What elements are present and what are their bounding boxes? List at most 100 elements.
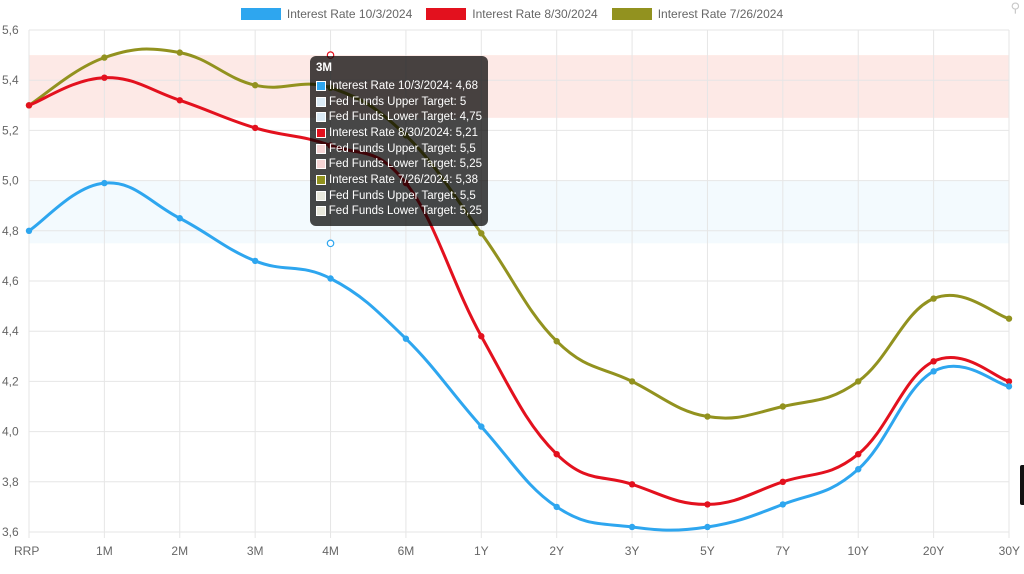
data-point (779, 478, 787, 485)
legend-item[interactable]: Interest Rate 8/30/2024 (426, 4, 598, 24)
data-point (1005, 383, 1013, 390)
tooltip-title: 3M (316, 62, 332, 74)
tooltip-row: Fed Funds Lower Target: 5,25 (316, 204, 482, 220)
y-tick-label: 5,0 (2, 174, 19, 188)
tooltip-text: Interest Rate 7/26/2024: 5,38 (329, 173, 478, 186)
tooltip-swatch (316, 80, 326, 91)
tooltip-text: Fed Funds Upper Target: 5,5 (329, 142, 476, 155)
hover-tooltip: 3M Interest Rate 10/3/2024: 4,68 Fed Fund… (310, 56, 488, 226)
data-point (704, 501, 711, 508)
y-tick-label: 5,4 (2, 73, 19, 87)
data-point (478, 423, 485, 430)
x-tick-label: 6M (398, 544, 415, 558)
data-point (176, 97, 183, 104)
data-point (855, 378, 862, 385)
y-tick-label: 4,8 (2, 224, 19, 238)
tooltip-text: Fed Funds Upper Target: 5,5 (329, 189, 476, 202)
data-point (101, 179, 108, 187)
y-tick-label: 4,2 (2, 374, 19, 388)
y-tick-label: 4,4 (2, 324, 19, 338)
data-point (176, 49, 183, 56)
x-tick-label: 3Y (625, 544, 640, 558)
tooltip-text: Interest Rate 8/30/2024: 5,21 (329, 126, 478, 139)
data-point (704, 413, 711, 420)
tooltip-row: Fed Funds Upper Target: 5,5 (316, 141, 482, 157)
data-point (251, 82, 259, 89)
tooltip-text: Fed Funds Lower Target: 4,75 (328, 111, 482, 124)
legend-label: Interest Rate 7/26/2024 (657, 7, 784, 21)
tooltip-swatch (316, 159, 326, 170)
tooltip-text: Interest Rate 10/3/2024: 4,68 (329, 79, 478, 92)
tooltip-row: Fed Funds Lower Target: 5,25 (316, 156, 482, 172)
x-tick-label: 3M (247, 544, 264, 558)
data-point (251, 257, 259, 265)
tooltip-row: Interest Rate 8/30/2024: 5,21 (316, 125, 482, 141)
data-point (930, 358, 937, 365)
tooltip-row: Fed Funds Upper Target: 5,5 (316, 188, 482, 204)
tooltip-row: Interest Rate 7/26/2024: 5,38 (316, 172, 482, 188)
data-point (628, 481, 636, 488)
target-band (29, 55, 1009, 118)
target-band (29, 180, 1009, 244)
tooltip-row: Interest Rate 10/3/2024: 4,68 (316, 78, 482, 94)
data-point (855, 450, 862, 458)
tooltip-swatch (316, 96, 326, 107)
data-point (704, 523, 711, 531)
data-point (855, 466, 862, 473)
tooltip-text: Fed Funds Upper Target: 5 (329, 95, 467, 108)
tooltip-text: Fed Funds Lower Target: 5,25 (328, 158, 482, 171)
x-tick-label: 4M (322, 544, 339, 558)
zoom-icon[interactable]: ⚲ (1010, 0, 1020, 15)
chart-legend: Interest Rate 10/3/2024 Interest Rate 8/3… (0, 4, 1024, 24)
tooltip-swatch (316, 190, 326, 201)
tooltip-row: Fed Funds Upper Target: 5 (316, 94, 482, 110)
tooltip-swatch (316, 174, 326, 185)
data-point (930, 295, 937, 302)
tooltip-swatch (316, 127, 326, 138)
x-tick-label: 20Y (923, 544, 944, 558)
data-point (25, 102, 33, 109)
data-point (779, 501, 787, 508)
data-point (176, 215, 183, 222)
scroll-handle[interactable] (1020, 465, 1024, 505)
data-point (1005, 315, 1013, 322)
y-tick-label: 4,0 (2, 425, 19, 439)
y-tick-label: 5,2 (2, 123, 19, 137)
series-line (28, 47, 1010, 420)
y-tick-label: 3,8 (2, 475, 19, 489)
legend-item[interactable]: Interest Rate 7/26/2024 (611, 4, 784, 24)
x-tick-label: 1M (96, 544, 113, 558)
x-tick-label: 7Y (776, 544, 791, 558)
data-point (478, 230, 485, 237)
y-tick-label: 5,6 (2, 23, 19, 37)
y-tick-label: 4,6 (2, 274, 19, 288)
data-point (553, 338, 560, 345)
legend-item[interactable]: Interest Rate 10/3/2024 (240, 4, 413, 24)
legend-label: Interest Rate 10/3/2024 (286, 7, 413, 21)
x-tick-label: 10Y (848, 544, 869, 558)
data-point (478, 333, 485, 340)
data-point (779, 403, 787, 410)
hover-marker (326, 239, 335, 248)
tooltip-row: Fed Funds Lower Target: 4,75 (316, 109, 482, 125)
x-tick-label: 5Y (700, 544, 715, 558)
x-tick-label: 2Y (549, 544, 564, 558)
data-point (1005, 378, 1013, 385)
x-tick-label: 30Y (999, 544, 1020, 558)
legend-swatch (240, 8, 281, 20)
x-tick-label: RRP (14, 544, 39, 558)
data-point (930, 368, 937, 375)
data-point (402, 335, 410, 342)
tooltip-text: Fed Funds Lower Target: 5,25 (328, 205, 482, 218)
y-tick-label: 3,6 (2, 525, 19, 539)
legend-swatch (611, 8, 652, 20)
data-point (101, 74, 108, 81)
data-point (628, 523, 636, 531)
data-point (101, 54, 108, 61)
data-point (251, 124, 259, 132)
tooltip-swatch (316, 112, 326, 123)
data-point (553, 450, 560, 458)
x-tick-label: 1Y (474, 544, 489, 558)
legend-swatch (426, 8, 467, 20)
